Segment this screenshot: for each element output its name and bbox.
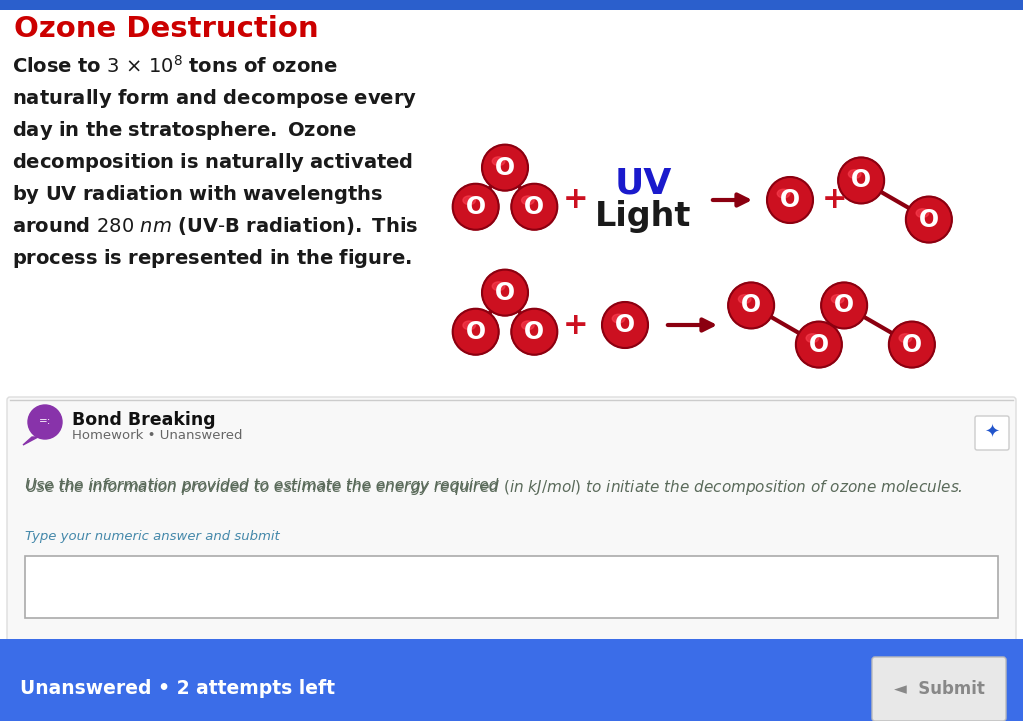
Circle shape <box>452 309 498 355</box>
Text: +: + <box>564 311 589 340</box>
Text: ✦: ✦ <box>984 424 999 442</box>
Text: $\mathbf{process\ is\ represented\ in\ the\ figure.}$: $\mathbf{process\ is\ represented\ in\ t… <box>12 247 412 270</box>
FancyBboxPatch shape <box>0 639 1023 721</box>
Text: O: O <box>834 293 854 317</box>
Text: $\mathbf{by\ UV\ radiation\ with\ wavelengths}$: $\mathbf{by\ UV\ radiation\ with\ wavele… <box>12 183 384 206</box>
FancyBboxPatch shape <box>25 556 998 618</box>
FancyBboxPatch shape <box>872 657 1006 721</box>
Circle shape <box>512 309 558 355</box>
Circle shape <box>512 184 558 230</box>
Text: O: O <box>465 319 486 344</box>
Circle shape <box>889 322 935 368</box>
Ellipse shape <box>806 334 818 342</box>
FancyBboxPatch shape <box>975 416 1009 450</box>
Text: =:: =: <box>39 416 51 426</box>
Circle shape <box>821 283 868 329</box>
Circle shape <box>482 270 528 316</box>
Ellipse shape <box>463 196 476 205</box>
Text: O: O <box>902 332 922 357</box>
Text: Type your numeric answer and submit: Type your numeric answer and submit <box>25 530 279 543</box>
Circle shape <box>838 157 884 203</box>
Ellipse shape <box>463 321 476 329</box>
Circle shape <box>482 145 528 190</box>
Text: $\mathbf{around}\ 280\ nm\ \mathbf{(UV\text{-}B\ radiation).\ This}$: $\mathbf{around}\ 280\ nm\ \mathbf{(UV\t… <box>12 215 418 237</box>
Ellipse shape <box>777 189 790 198</box>
Text: Homework • Unanswered: Homework • Unanswered <box>72 429 242 442</box>
Ellipse shape <box>492 157 505 166</box>
Text: $\mathbf{day\ in\ the\ stratosphere.\ Ozone}$: $\mathbf{day\ in\ the\ stratosphere.\ Oz… <box>12 119 357 142</box>
Ellipse shape <box>492 282 505 291</box>
Ellipse shape <box>739 295 751 304</box>
Text: Unanswered • 2 attempts left: Unanswered • 2 attempts left <box>20 678 335 697</box>
Text: ◄  Submit: ◄ Submit <box>893 680 984 698</box>
FancyBboxPatch shape <box>0 0 1023 10</box>
Text: $\mathbf{decomposition\ is\ naturally\ activated}$: $\mathbf{decomposition\ is\ naturally\ a… <box>12 151 413 174</box>
Text: Use the information provided to estimate the energy required: Use the information provided to estimate… <box>25 478 503 493</box>
Circle shape <box>905 197 951 242</box>
Text: O: O <box>615 313 635 337</box>
Ellipse shape <box>899 334 911 342</box>
Circle shape <box>602 302 648 348</box>
Text: Use the information provided to estimate the energy required $\mathit{(in\ kJ/mo: Use the information provided to estimate… <box>25 478 963 497</box>
Ellipse shape <box>612 314 625 323</box>
FancyBboxPatch shape <box>7 397 1016 698</box>
Text: O: O <box>495 156 515 180</box>
Text: $\mathbf{Close\ to}\ 3\ {\times}\ 10^{8}\ \mathbf{tons\ of\ ozone}$: $\mathbf{Close\ to}\ 3\ {\times}\ 10^{8}… <box>12 55 338 77</box>
Text: Light: Light <box>594 200 692 233</box>
Ellipse shape <box>522 196 534 205</box>
Circle shape <box>767 177 813 223</box>
Ellipse shape <box>917 209 929 218</box>
Text: O: O <box>465 195 486 218</box>
Text: O: O <box>495 280 515 305</box>
Text: O: O <box>524 319 544 344</box>
Text: +: + <box>822 185 848 215</box>
Text: O: O <box>851 169 872 193</box>
Circle shape <box>796 322 842 368</box>
Circle shape <box>728 283 774 329</box>
Text: +: + <box>564 185 589 215</box>
Text: Bond Breaking: Bond Breaking <box>72 411 216 429</box>
Text: O: O <box>741 293 761 317</box>
Ellipse shape <box>522 321 534 329</box>
Text: $\mathbf{naturally\ form\ and\ decompose\ every}$: $\mathbf{naturally\ form\ and\ decompose… <box>12 87 417 110</box>
Circle shape <box>452 184 498 230</box>
Ellipse shape <box>848 169 861 178</box>
Text: O: O <box>919 208 939 231</box>
Text: O: O <box>780 188 800 212</box>
Text: UV: UV <box>615 167 672 201</box>
Ellipse shape <box>832 295 844 304</box>
Circle shape <box>28 405 62 439</box>
Polygon shape <box>23 437 38 445</box>
Text: Ozone Destruction: Ozone Destruction <box>14 15 318 43</box>
Text: O: O <box>524 195 544 218</box>
Text: O: O <box>809 332 829 357</box>
